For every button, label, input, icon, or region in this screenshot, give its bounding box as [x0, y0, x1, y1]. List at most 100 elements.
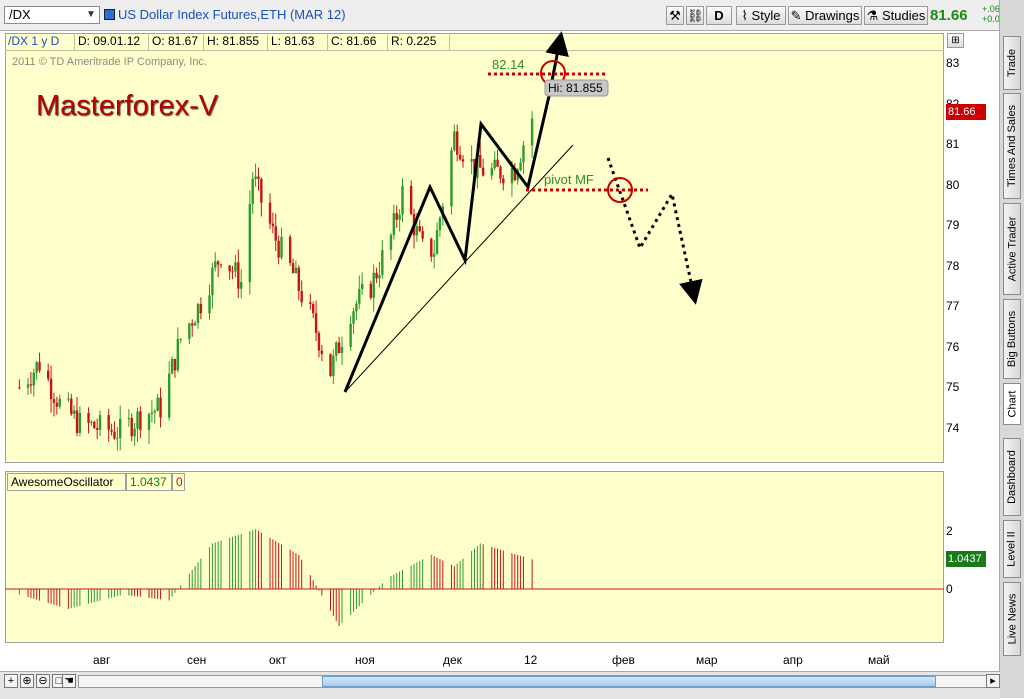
chart-settings-icon[interactable]: ⊞	[947, 33, 964, 48]
candle-body	[234, 262, 237, 272]
oscillator-zero-value: 0	[172, 473, 185, 491]
ohlc-low: L: 81.63	[268, 33, 328, 50]
candle-body	[78, 413, 82, 433]
ohlc-date: D: 09.01.12	[75, 33, 149, 50]
candle-body	[335, 342, 338, 356]
candle-body	[95, 428, 99, 430]
candle-body	[332, 355, 335, 377]
trend-line	[344, 144, 574, 393]
price-change: +.063 +0.08%	[982, 4, 1013, 24]
candle-body	[32, 372, 36, 386]
candle-body	[456, 131, 459, 155]
candle-body	[479, 154, 482, 168]
studies-label: Studies	[881, 8, 926, 23]
ohlc-high: H: 81.855	[204, 33, 268, 50]
candle-body	[450, 150, 453, 207]
candle-body	[337, 342, 341, 354]
zoom-out-icon[interactable]: ⊖	[36, 674, 50, 688]
tab-level-ii[interactable]: Level II	[1003, 520, 1021, 578]
candle-body	[248, 204, 252, 283]
symbol-period[interactable]: /DX 1 y D	[5, 33, 75, 50]
link-icon[interactable]: ⛓	[686, 6, 704, 25]
candle-body	[398, 214, 401, 220]
candle-body	[156, 397, 159, 411]
candle-body	[297, 267, 300, 291]
candle-body	[317, 333, 321, 351]
candle-body	[228, 265, 231, 272]
hi-bubble-label: Hi: 81.855	[548, 81, 603, 95]
tools-icon[interactable]: ⚒	[666, 6, 684, 25]
candle-body	[159, 397, 162, 418]
price-axis-label: 77	[946, 299, 960, 314]
candle-body	[392, 213, 396, 235]
chart-toolbar: /DX ▼ US Dollar Index Futures,ETH (MAR 1…	[0, 0, 1013, 31]
watermark-title: Masterforex-V	[36, 90, 219, 122]
candle-body	[199, 303, 203, 314]
drawings-button[interactable]: ✎ Drawings	[788, 6, 862, 25]
time-axis-label: дек	[443, 653, 462, 667]
studies-button[interactable]: ⚗ Studies	[864, 6, 928, 25]
candle-body	[196, 303, 200, 324]
candle-body	[513, 168, 517, 181]
tab-big-buttons[interactable]: Big Buttons	[1003, 299, 1021, 379]
candle-body	[127, 418, 131, 420]
candle-body	[93, 421, 96, 429]
candle-body	[170, 358, 174, 374]
candle-body	[340, 347, 344, 354]
aggregation-button[interactable]: D	[706, 6, 732, 25]
candle-body	[260, 178, 263, 203]
candle-body	[136, 411, 139, 429]
candle-body	[110, 429, 113, 432]
pan-hand-icon[interactable]: ☚	[62, 674, 76, 688]
candle-body	[75, 410, 79, 433]
time-axis-label: авг	[93, 653, 111, 667]
tab-trade[interactable]: Trade	[1003, 36, 1021, 90]
hi-bubble	[544, 79, 609, 97]
candle-body	[70, 398, 73, 414]
candle-body	[251, 178, 254, 205]
candle-body	[311, 304, 315, 314]
style-button[interactable]: ⌇ Style	[736, 6, 786, 25]
time-scrollbar-thumb[interactable]	[322, 676, 936, 687]
tab-live-news[interactable]: Live News	[1003, 582, 1021, 656]
candle-body	[90, 421, 93, 423]
time-axis-label: ноя	[355, 653, 375, 667]
copyright-text: 2011 © TD Ameritrade IP Company, Inc.	[12, 56, 207, 68]
zoom-in-icon[interactable]: ⊕	[20, 674, 34, 688]
candle-body	[211, 267, 214, 296]
candle-body	[530, 118, 534, 146]
scroll-right-icon[interactable]: ▸	[986, 674, 1000, 688]
oscillator-value-tag: 1.0437	[946, 551, 986, 567]
symbol-dropdown-icon[interactable]: ▼	[86, 9, 96, 20]
price-axis-label: 75	[946, 380, 960, 395]
oscillator-name[interactable]: AwesomeOscillator	[7, 473, 126, 491]
candle-body	[257, 176, 260, 179]
instrument-icon	[104, 9, 115, 20]
candle-body	[193, 323, 197, 326]
candle-body	[432, 253, 436, 257]
candle-body	[502, 178, 505, 184]
symbol-input[interactable]: /DX	[4, 6, 100, 24]
ohlc-header: /DX 1 y D D: 09.01.12 O: 81.67 H: 81.855…	[5, 33, 944, 51]
ohlc-open: O: 81.67	[149, 33, 204, 50]
candle-body	[309, 302, 312, 305]
candle-body	[352, 311, 355, 324]
candle-body	[113, 431, 116, 439]
tab-chart[interactable]: Chart	[1003, 383, 1021, 425]
price-axis-label: 74	[946, 421, 960, 435]
crosshair-icon[interactable]: +	[4, 674, 18, 688]
tab-times-and-sales[interactable]: Times And Sales	[1003, 93, 1021, 199]
drawings-icon: ✎	[790, 8, 802, 23]
candle-body	[231, 271, 234, 273]
candle-body	[277, 240, 280, 258]
price-chart-panel[interactable]	[5, 33, 944, 463]
ohlc-close: C: 81.66	[328, 33, 388, 50]
tab-active-trader[interactable]: Active Trader	[1003, 203, 1021, 295]
time-axis-label: сен	[187, 653, 207, 667]
price-axis-label: 81	[946, 137, 960, 152]
candle-body	[314, 313, 318, 334]
tab-dashboard[interactable]: Dashboard	[1003, 438, 1021, 516]
candle-body	[389, 234, 393, 251]
drawings-label: Drawings	[805, 8, 860, 23]
candle-body	[355, 303, 358, 312]
